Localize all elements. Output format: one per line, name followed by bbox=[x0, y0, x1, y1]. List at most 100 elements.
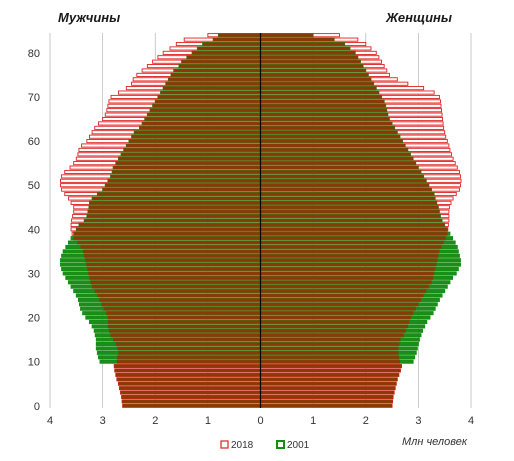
bar-overlap-male bbox=[106, 311, 261, 315]
bar-overlap-female bbox=[260, 329, 406, 333]
bar-overlap-female bbox=[260, 360, 400, 364]
bar-overlap-female bbox=[260, 143, 406, 148]
bar-overlap-male bbox=[113, 338, 261, 342]
bar-overlap-female bbox=[260, 135, 400, 139]
bar-overlap-female bbox=[260, 399, 393, 403]
bar-overlap-female bbox=[260, 236, 446, 240]
bar-overlap-male bbox=[77, 240, 261, 245]
bar-overlap-male bbox=[122, 399, 261, 403]
bar-overlap-female bbox=[260, 55, 358, 59]
bar-overlap-male bbox=[110, 174, 261, 178]
bar-overlap-male bbox=[149, 108, 261, 112]
bar-overlap-male bbox=[126, 143, 261, 148]
bar-overlap-male bbox=[99, 298, 261, 302]
bar-overlap-female bbox=[260, 289, 427, 293]
bar-overlap-male bbox=[118, 382, 261, 386]
bar-overlap-male bbox=[84, 218, 261, 223]
bar-overlap-female bbox=[260, 205, 439, 209]
bar-overlap-female bbox=[260, 99, 385, 103]
bar-overlap-female bbox=[260, 351, 399, 355]
bar-overlap-male bbox=[186, 55, 261, 59]
y-tick-label: 40 bbox=[28, 224, 40, 236]
bar-overlap-female bbox=[260, 214, 441, 218]
bar-overlap-male bbox=[163, 86, 261, 90]
bar-overlap-male bbox=[85, 258, 261, 262]
bar-overlap-female bbox=[260, 183, 429, 187]
bar-overlap-male bbox=[122, 404, 261, 408]
legend-label-2001: 2001 bbox=[287, 440, 310, 451]
bar-overlap-male bbox=[83, 249, 261, 253]
y-tick-label: 80 bbox=[28, 48, 40, 60]
bar-overlap-female bbox=[260, 126, 395, 130]
bar-overlap-male bbox=[116, 377, 261, 381]
bar-overlap-male bbox=[181, 60, 261, 64]
bar-overlap-male bbox=[87, 210, 261, 214]
bar-overlap-female bbox=[260, 254, 439, 258]
bar-overlap-female bbox=[260, 320, 410, 324]
bar-overlap-female bbox=[260, 196, 436, 201]
bar-overlap-male bbox=[92, 196, 261, 201]
bar-overlap-female bbox=[260, 373, 399, 377]
bar-overlap-female bbox=[260, 170, 422, 174]
bar-overlap-female bbox=[260, 346, 399, 351]
bar-overlap-male bbox=[101, 302, 261, 306]
bar-overlap-male bbox=[157, 95, 261, 99]
x-tick-label: 2 bbox=[152, 415, 158, 427]
bar-overlap-male bbox=[73, 232, 261, 236]
bar-overlap-male bbox=[147, 113, 261, 117]
bar-overlap-female bbox=[260, 60, 361, 64]
bar-overlap-male bbox=[165, 82, 261, 86]
bar-overlap-male bbox=[87, 267, 261, 271]
bar-overlap-female bbox=[260, 174, 424, 178]
legend-swatch-2001 bbox=[276, 440, 285, 449]
bar-overlap-male bbox=[114, 364, 261, 368]
y-tick-label: 50 bbox=[28, 180, 40, 192]
bar-overlap-male bbox=[92, 285, 261, 289]
bar-overlap-female bbox=[260, 333, 404, 337]
bar-overlap-female bbox=[260, 307, 416, 311]
bar-overlap-male bbox=[118, 351, 261, 355]
bar-overlap-male bbox=[90, 280, 261, 284]
bar-overlap-male bbox=[84, 254, 261, 258]
bar-overlap-female bbox=[260, 210, 440, 214]
bar-overlap-male bbox=[89, 276, 261, 280]
legend: 2018 2001 bbox=[220, 440, 310, 451]
bar-overlap-female bbox=[260, 77, 372, 81]
bar-overlap-female bbox=[260, 139, 403, 143]
bar-overlap-male bbox=[171, 73, 261, 77]
bar-overlap-male bbox=[105, 183, 261, 187]
bar-overlap-male bbox=[86, 214, 261, 218]
bar-overlap-male bbox=[139, 126, 261, 130]
bar-overlap-female bbox=[260, 33, 314, 37]
x-axis-label: Млн человек bbox=[402, 436, 468, 448]
pyramid-bars bbox=[60, 33, 462, 408]
bar-overlap-male bbox=[88, 205, 261, 209]
bar-overlap-female bbox=[260, 368, 401, 373]
bar-overlap-female bbox=[260, 315, 412, 320]
legend-label-2018: 2018 bbox=[231, 440, 254, 451]
bar-overlap-male bbox=[107, 320, 261, 324]
bar-overlap-female bbox=[260, 51, 356, 55]
bar-overlap-female bbox=[260, 64, 364, 68]
bar-overlap-female bbox=[260, 293, 424, 298]
bar-overlap-male bbox=[115, 373, 261, 377]
bar-overlap-female bbox=[260, 46, 350, 51]
bar-overlap-female bbox=[260, 42, 345, 46]
bar-overlap-male bbox=[119, 386, 261, 390]
bar-overlap-male bbox=[102, 188, 261, 192]
bar-overlap-female bbox=[260, 240, 444, 245]
bar-overlap-female bbox=[260, 117, 390, 121]
bar-overlap-female bbox=[260, 258, 438, 262]
bar-overlap-male bbox=[115, 342, 261, 346]
x-tick-label: 3 bbox=[100, 415, 106, 427]
bar-overlap-female bbox=[260, 263, 437, 267]
bar-overlap-female bbox=[260, 113, 388, 117]
right-title-women: Женщины bbox=[385, 10, 452, 25]
bar-overlap-male bbox=[107, 179, 261, 183]
x-tick-label: 0 bbox=[257, 415, 263, 427]
bar-overlap-male bbox=[88, 271, 261, 276]
bar-overlap-male bbox=[113, 165, 261, 170]
bar-overlap-male bbox=[192, 51, 261, 55]
bar-overlap-male bbox=[117, 355, 261, 359]
